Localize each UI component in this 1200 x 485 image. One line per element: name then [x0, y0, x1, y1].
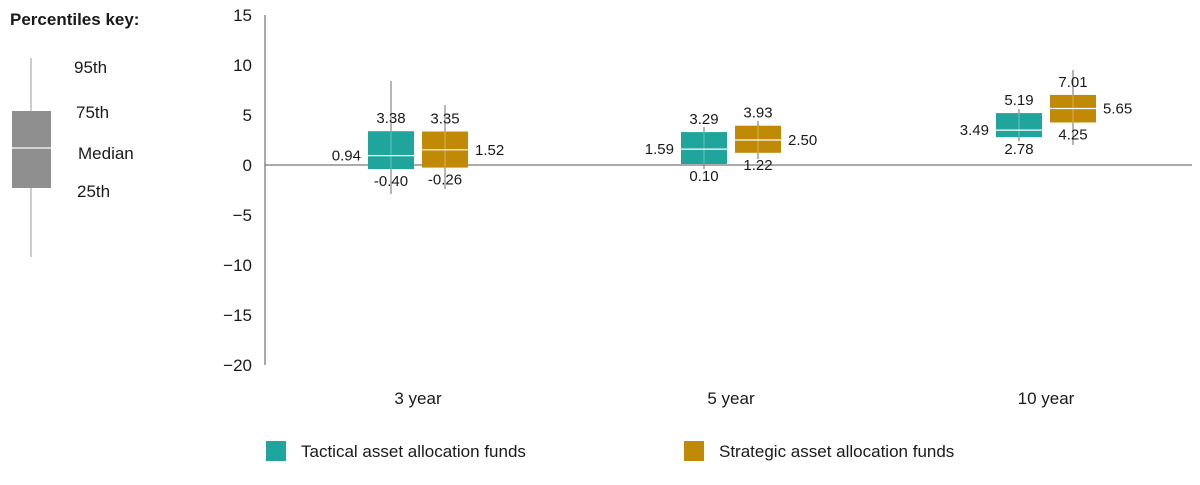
data-label-p25: 2.78	[1004, 141, 1033, 158]
data-label-p75: 3.93	[743, 105, 772, 122]
legend-swatch-tactical	[266, 441, 286, 461]
legend-label-tactical: Tactical asset allocation funds	[301, 442, 526, 461]
percentiles-key: Percentiles key: 95th 75th Median 25th	[10, 10, 139, 257]
data-label-p75: 3.29	[689, 111, 718, 128]
data-label-median: 0.94	[332, 148, 361, 165]
y-tick-label: −5	[233, 206, 252, 225]
box-iqr	[681, 132, 727, 164]
plot-area: 3.38 -0.40 0.94 3.29 0.10 1.59 5.19 2.78 3.49 3.3…	[332, 70, 1132, 194]
data-label-p75: 3.35	[430, 111, 459, 128]
key-box	[12, 111, 51, 188]
key-label-25th: 25th	[77, 182, 110, 201]
box-group: 5.19 2.78 3.49	[960, 92, 1042, 158]
data-label-p25: -0.26	[428, 172, 462, 189]
y-tick-label: 0	[243, 156, 252, 175]
legend-label-strategic: Strategic asset allocation funds	[719, 442, 954, 461]
y-tick-label: 15	[233, 6, 252, 25]
key-label-median: Median	[78, 144, 134, 163]
data-label-p25: -0.40	[374, 173, 408, 190]
legend: Tactical asset allocation funds Strategi…	[266, 441, 954, 461]
data-label-median: 5.65	[1103, 101, 1132, 118]
data-label-median: 1.59	[645, 141, 674, 158]
data-label-median: 2.50	[788, 132, 817, 149]
x-category-labels: 3 year 5 year 10 year	[394, 389, 1074, 408]
data-label-p75: 3.38	[376, 110, 405, 127]
box-iqr	[368, 131, 414, 169]
y-tick-label: 5	[243, 106, 252, 125]
data-label-p25: 0.10	[689, 168, 718, 185]
data-label-p25: 1.22	[743, 157, 772, 174]
box-group: 3.38 -0.40 0.94	[332, 81, 414, 194]
y-tick-label: −15	[223, 306, 252, 325]
box-group: 3.35 -0.26 1.52	[422, 105, 504, 189]
x-category-label: 3 year	[394, 389, 442, 408]
x-category-label: 10 year	[1018, 389, 1075, 408]
box-group: 3.93 1.22 2.50	[735, 105, 817, 174]
y-tick-label: −10	[223, 256, 252, 275]
key-label-75th: 75th	[76, 103, 109, 122]
box-iqr	[996, 113, 1042, 138]
y-tick-label: 10	[233, 56, 252, 75]
box-group: 7.01 4.25 5.65	[1050, 70, 1132, 145]
key-title: Percentiles key:	[10, 10, 139, 29]
key-label-95th: 95th	[74, 58, 107, 77]
data-label-p75: 5.19	[1004, 92, 1033, 109]
data-label-median: 1.52	[475, 142, 504, 159]
box-iqr	[735, 125, 781, 153]
box-group: 3.29 0.10 1.59	[645, 111, 727, 185]
y-tick-labels: 15 10 5 0 −5 −10 −15 −20	[223, 6, 252, 375]
y-tick-label: −20	[223, 356, 252, 375]
legend-swatch-strategic	[684, 441, 704, 461]
data-label-p75: 7.01	[1058, 74, 1087, 91]
data-label-p25: 4.25	[1058, 127, 1087, 144]
data-label-median: 3.49	[960, 122, 989, 139]
x-category-label: 5 year	[707, 389, 755, 408]
